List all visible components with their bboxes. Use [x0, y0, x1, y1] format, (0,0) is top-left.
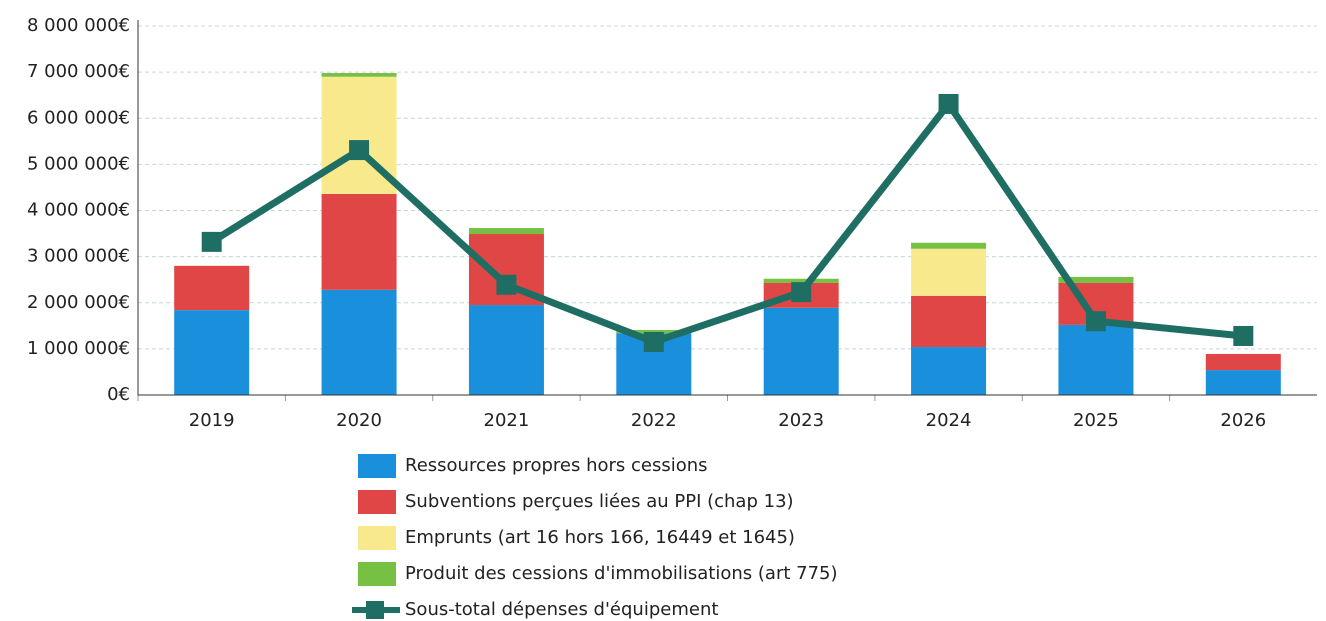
bar: [174, 265, 250, 311]
legend-swatch: [358, 562, 396, 586]
bar: [468, 305, 544, 395]
legend-swatch: [366, 601, 384, 619]
bar: [321, 289, 397, 395]
y-tick-label: 8 000 000€: [27, 15, 130, 36]
line-marker: [201, 231, 222, 252]
x-tick-label: 2025: [1073, 410, 1119, 431]
line-marker: [938, 93, 959, 114]
legend-label: Emprunts (art 16 hors 166, 16449 et 1645…: [405, 527, 795, 548]
legend-swatch: [358, 454, 396, 478]
bar: [911, 248, 987, 296]
y-tick-label: 0€: [107, 384, 130, 405]
x-tick-label: 2019: [189, 410, 235, 431]
y-tick-label: 4 000 000€: [27, 200, 130, 221]
y-tick-label: 2 000 000€: [27, 292, 130, 313]
bar: [321, 193, 397, 290]
legend-swatch: [358, 490, 396, 514]
y-tick-label: 1 000 000€: [27, 338, 130, 359]
line: [209, 100, 1244, 346]
line-marker: [791, 282, 812, 303]
bar: [174, 310, 250, 395]
bar: [1058, 276, 1134, 283]
bar: [321, 73, 397, 77]
bar: [911, 242, 987, 249]
x-tick-label: 2026: [1220, 410, 1266, 431]
bar: [1205, 353, 1281, 371]
x-tick-label: 2024: [926, 410, 972, 431]
legend-label: Ressources propres hors cessions: [405, 455, 708, 476]
bar: [911, 295, 987, 348]
y-tick-label: 6 000 000€: [27, 107, 130, 128]
legend-label: Produit des cessions d'immobilisations (…: [405, 563, 838, 584]
legend-label: Sous-total dépenses d'équipement: [405, 599, 718, 620]
line-marker: [643, 331, 664, 352]
bar: [616, 329, 692, 334]
y-tick-label: 5 000 000€: [27, 153, 130, 174]
y-tick-label: 7 000 000€: [27, 61, 130, 82]
bar: [763, 278, 839, 283]
legend-swatch: [358, 526, 396, 550]
x-tick-label: 2022: [631, 410, 677, 431]
x-tick-label: 2021: [484, 410, 530, 431]
legend-label: Subventions perçues liées au PPI (chap 1…: [405, 491, 794, 512]
line-marker: [1233, 325, 1254, 346]
bar: [763, 307, 839, 395]
x-tick-label: 2023: [778, 410, 824, 431]
y-tick-label: 3 000 000€: [27, 246, 130, 267]
x-tick-label: 2020: [336, 410, 382, 431]
bar: [1205, 370, 1281, 395]
bar: [468, 228, 544, 235]
line-marker: [496, 274, 517, 295]
bar: [1058, 324, 1134, 395]
bar: [911, 347, 987, 395]
line-marker: [1085, 311, 1106, 332]
line-marker: [349, 140, 370, 161]
